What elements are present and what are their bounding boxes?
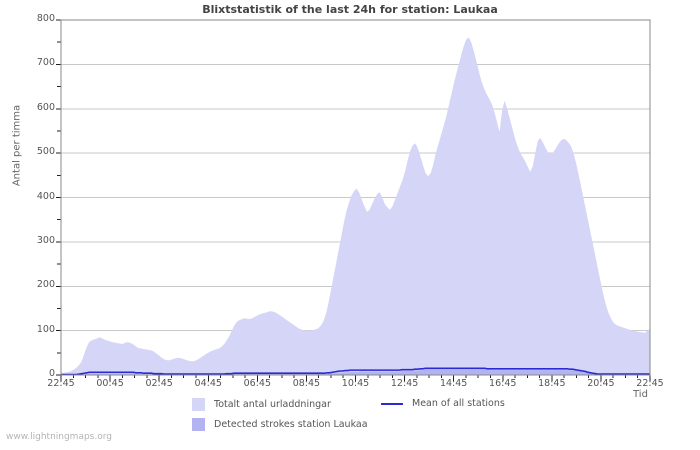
chart-title: Blixtstatistik of the last 24h for stati… [202, 3, 498, 16]
legend-item-detected: Detected strokes station Laukaa [192, 418, 368, 431]
y-tick-label: 0 [48, 368, 55, 379]
x-tick-label: 08:45 [292, 378, 321, 389]
y-tick-label: 800 [36, 13, 55, 24]
x-tick-label: 22:45 [636, 378, 664, 389]
y-tick-label: 700 [36, 57, 55, 69]
x-tick-label: 12:45 [390, 378, 419, 389]
x-tick-label: 04:45 [194, 378, 222, 389]
y-tick-label: 600 [36, 101, 55, 113]
legend-item-mean: Mean of all stations [381, 398, 505, 409]
x-tick-label: 06:45 [243, 378, 272, 389]
y-tick-label: 300 [36, 234, 55, 246]
x-tick-label: 00:45 [96, 378, 124, 389]
y-tick-label: 200 [36, 279, 55, 291]
x-tick-label: 18:45 [538, 378, 566, 389]
x-tick-label: 16:45 [489, 378, 517, 389]
legend-swatch-total [192, 398, 205, 411]
x-tick-label: 10:45 [341, 378, 370, 389]
y-tick-label: 100 [36, 323, 55, 335]
x-tick-label: 22:45 [47, 378, 75, 389]
legend-swatch-mean [381, 402, 403, 405]
x-tick-label: 20:45 [587, 378, 615, 389]
x-tick-label: 14:45 [439, 378, 468, 389]
y-tick-label: 500 [36, 146, 55, 158]
legend-swatch-detected [192, 418, 205, 431]
legend-item-total: Totalt antal urladdningar [192, 398, 331, 411]
series-area-detected [61, 369, 650, 375]
site-watermark: www.lightningmaps.org [6, 432, 112, 442]
legend-label-total: Totalt antal urladdningar [214, 399, 331, 410]
legend-label-detected: Detected strokes station Laukaa [214, 419, 368, 430]
x-axis-label: Tid [633, 389, 648, 400]
series-area-total [61, 37, 650, 375]
legend-label-mean: Mean of all stations [412, 398, 505, 409]
x-tick-label: 02:45 [145, 378, 173, 389]
series-line-mean [61, 367, 650, 376]
plot-frame [60, 19, 651, 376]
y-tick-label: 400 [36, 190, 55, 202]
